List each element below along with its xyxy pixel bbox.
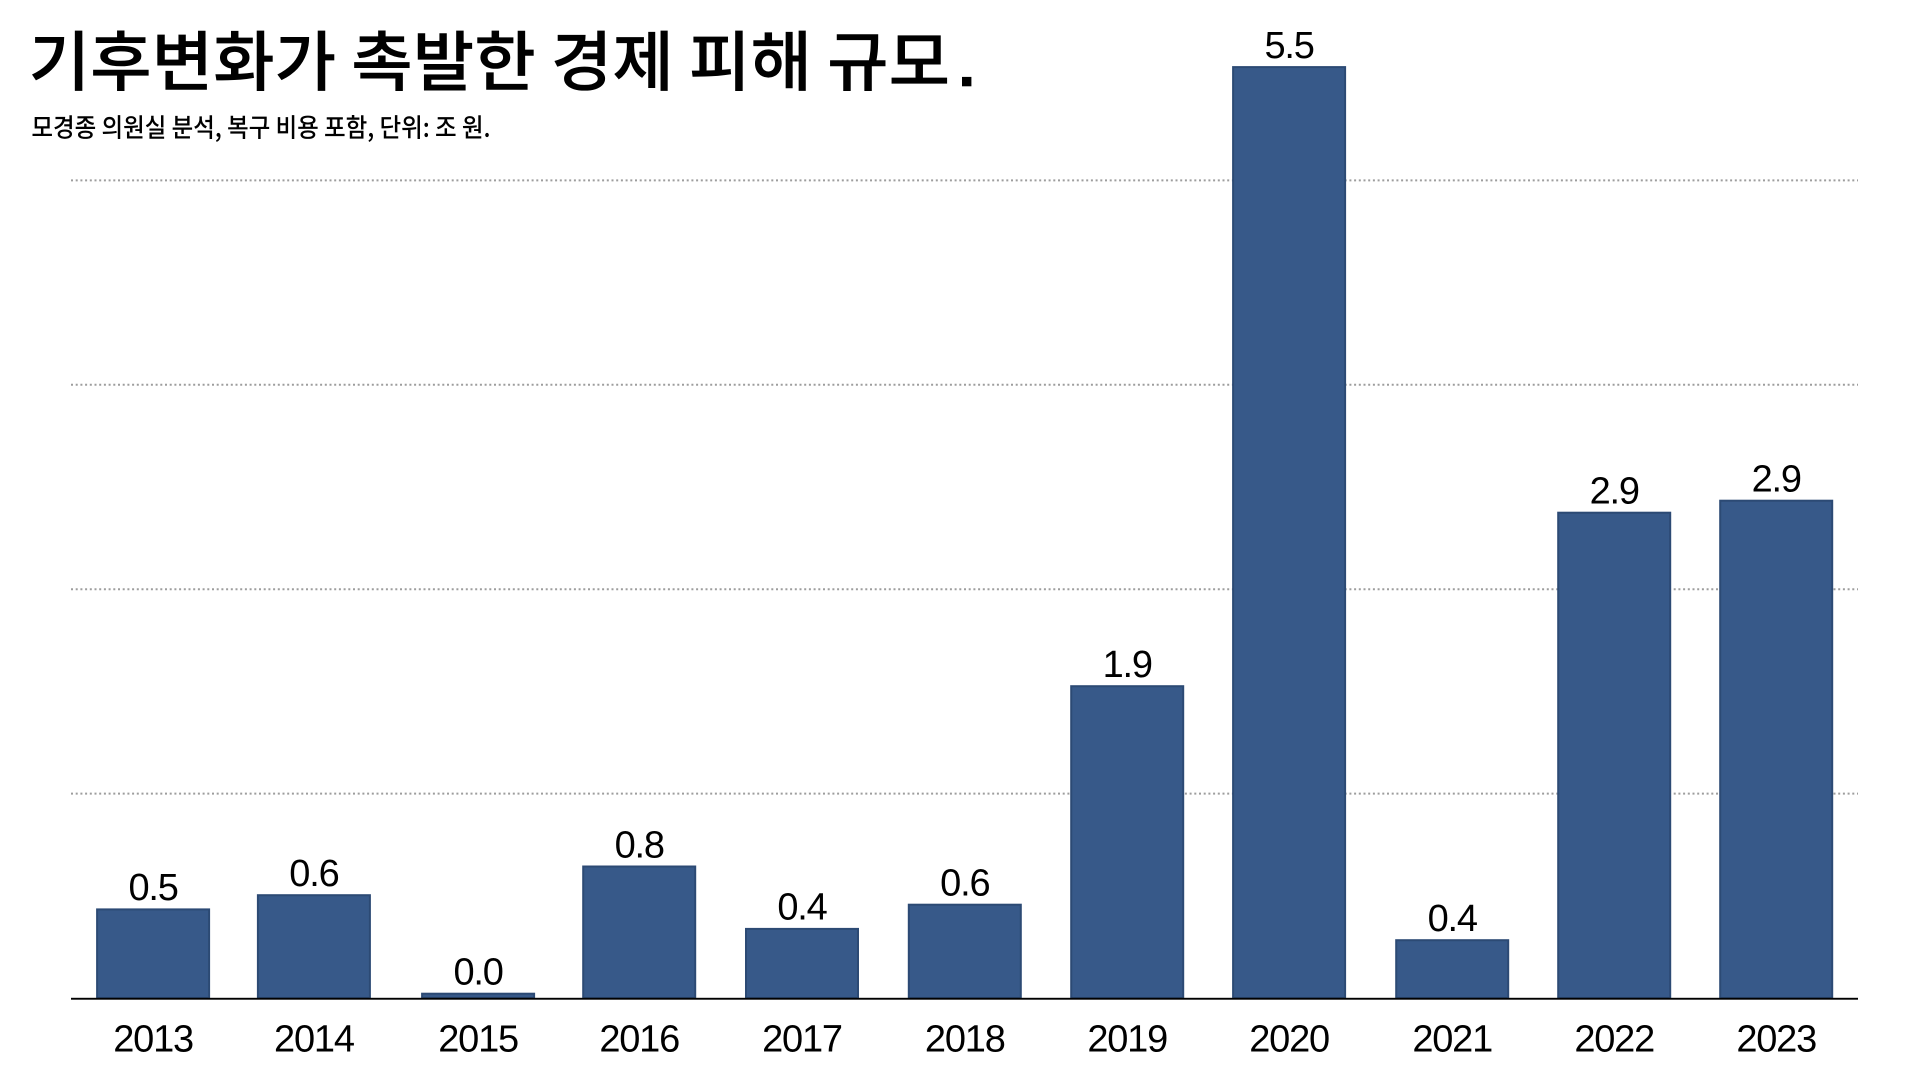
svg-text:0.8: 0.8 xyxy=(615,824,664,866)
svg-text:2017: 2017 xyxy=(762,1019,842,1061)
svg-text:2.9: 2.9 xyxy=(1590,471,1639,513)
svg-text:5.5: 5.5 xyxy=(1264,25,1313,67)
svg-text:2023: 2023 xyxy=(1736,1019,1816,1061)
svg-text:0.4: 0.4 xyxy=(777,887,827,929)
svg-text:2015: 2015 xyxy=(438,1019,518,1061)
svg-text:2013: 2013 xyxy=(113,1019,193,1061)
svg-text:2.9: 2.9 xyxy=(1752,459,1801,501)
svg-text:2019: 2019 xyxy=(1087,1019,1167,1061)
svg-text:2022: 2022 xyxy=(1574,1019,1654,1061)
svg-text:0.6: 0.6 xyxy=(940,863,989,905)
svg-text:2021: 2021 xyxy=(1412,1019,1492,1061)
svg-text:2018: 2018 xyxy=(925,1019,1005,1061)
svg-text:0.4: 0.4 xyxy=(1428,898,1478,940)
svg-text:1.9: 1.9 xyxy=(1103,644,1152,686)
svg-text:2016: 2016 xyxy=(599,1019,679,1061)
svg-text:0.5: 0.5 xyxy=(128,867,177,909)
svg-text:0.6: 0.6 xyxy=(289,853,338,895)
svg-text:0.0: 0.0 xyxy=(453,952,502,994)
svg-text:2014: 2014 xyxy=(274,1019,355,1061)
svg-text:2020: 2020 xyxy=(1249,1019,1329,1061)
